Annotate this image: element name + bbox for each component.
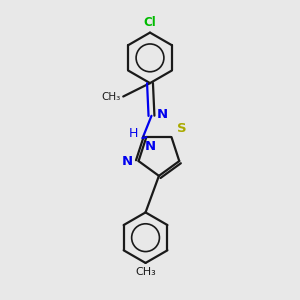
Text: N: N bbox=[122, 154, 133, 168]
Text: S: S bbox=[176, 122, 186, 135]
Text: H: H bbox=[128, 127, 138, 140]
Text: Cl: Cl bbox=[144, 16, 156, 29]
Text: N: N bbox=[157, 108, 168, 121]
Text: N: N bbox=[145, 140, 156, 153]
Text: CH₃: CH₃ bbox=[102, 92, 121, 101]
Text: CH₃: CH₃ bbox=[135, 267, 156, 277]
